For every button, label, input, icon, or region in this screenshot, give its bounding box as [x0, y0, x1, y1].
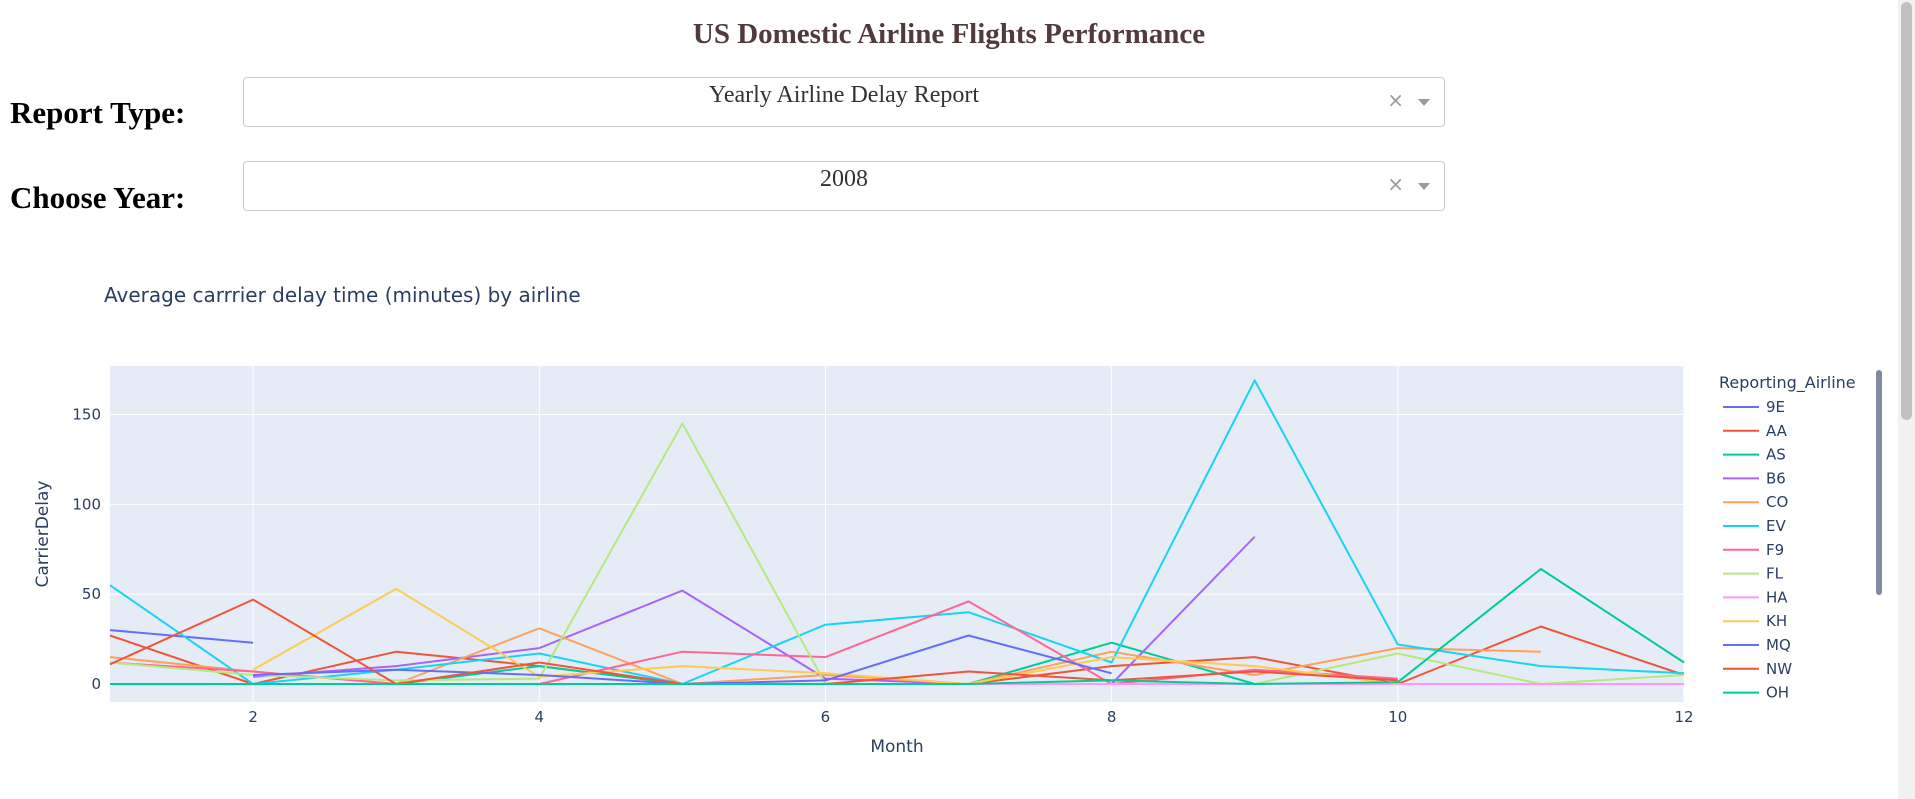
year-dropdown[interactable]: 2008 ×: [243, 161, 1445, 211]
clear-icon[interactable]: ×: [1387, 172, 1404, 196]
legend: 9E AA AS B6 CO EV F9 FL HA KH MQ NW OH: [1723, 398, 1792, 702]
series-line-KH: [252, 587, 1398, 685]
legend-scrollbar[interactable]: [1876, 370, 1882, 595]
report-type-dropdown[interactable]: Yearly Airline Delay Report ×: [243, 77, 1445, 127]
y-tick-label: 100: [72, 495, 101, 513]
legend-item-FL: FL: [1766, 565, 1784, 583]
x-tick-label: 6: [821, 708, 831, 726]
y-tick-label: 150: [72, 406, 101, 424]
y-axis-title: CarrierDelay: [33, 481, 53, 588]
legend-item-EV: EV: [1766, 517, 1786, 535]
series-line-EV: [109, 379, 1685, 685]
report-type-selected-value: Yearly Airline Delay Report: [708, 82, 980, 108]
legend-item-9E: 9E: [1766, 398, 1785, 416]
legend-item-AS: AS: [1766, 446, 1786, 464]
legend-title: Reporting_Airline: [1719, 373, 1856, 393]
legend-item-MQ: MQ: [1766, 636, 1791, 654]
legend-item-AA: AA: [1766, 422, 1788, 440]
carrier-delay-line-chart[interactable]: Average carrrier delay time (minutes) by…: [0, 270, 1895, 790]
plot-area: [110, 366, 1684, 702]
y-tick-label: 0: [91, 675, 101, 693]
legend-item-KH: KH: [1766, 612, 1787, 630]
year-selected-value: 2008: [820, 166, 868, 192]
chevron-down-icon[interactable]: [1418, 183, 1430, 190]
x-tick-label: 4: [534, 708, 544, 726]
legend-item-HA: HA: [1766, 588, 1788, 606]
y-tick-label: 50: [82, 585, 101, 603]
x-tick-label: 12: [1674, 708, 1693, 726]
report-type-label: Report Type:: [10, 95, 186, 130]
x-axis-title: Month: [870, 737, 923, 757]
series-line-9E: [109, 629, 254, 644]
legend-item-F9: F9: [1766, 541, 1784, 559]
page-scrollbar[interactable]: [1898, 0, 1915, 799]
axis-ticks: 2 4 6 8 10 12 0 50 100 150: [72, 406, 1693, 726]
chevron-down-icon[interactable]: [1418, 99, 1430, 106]
year-label: Choose Year:: [10, 180, 186, 215]
x-tick-label: 8: [1107, 708, 1117, 726]
legend-item-OH: OH: [1766, 684, 1789, 702]
x-tick-label: 10: [1388, 708, 1407, 726]
chart-title: Average carrrier delay time (minutes) by…: [104, 283, 581, 307]
legend-item-CO: CO: [1766, 493, 1788, 511]
series-line-OH: [110, 568, 1685, 685]
x-tick-label: 2: [248, 708, 258, 726]
clear-icon[interactable]: ×: [1387, 88, 1404, 112]
legend-item-NW: NW: [1766, 660, 1792, 678]
series-lines: [109, 379, 1685, 685]
legend-item-B6: B6: [1766, 469, 1786, 487]
page-scrollbar-thumb[interactable]: [1901, 2, 1912, 420]
page-title: US Domestic Airline Flights Performance: [692, 18, 1206, 50]
